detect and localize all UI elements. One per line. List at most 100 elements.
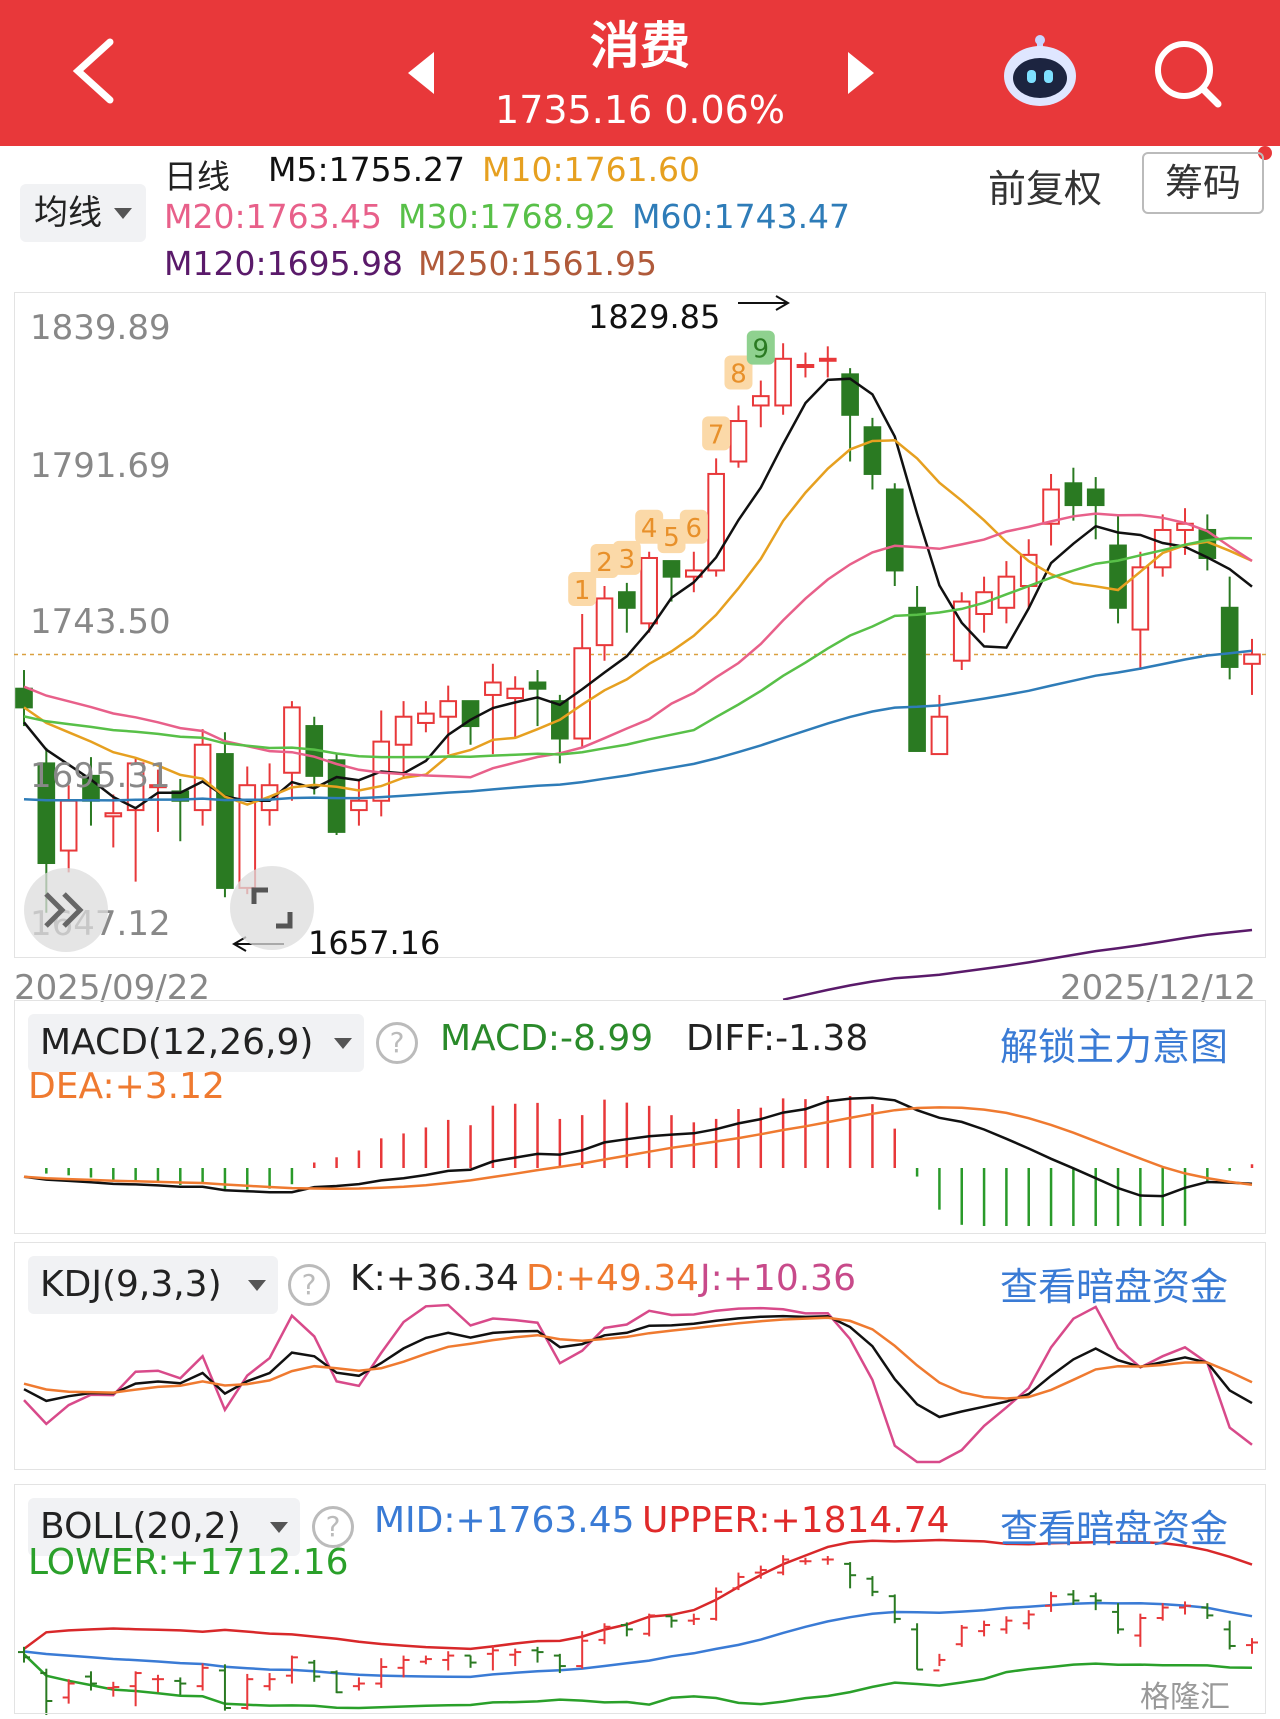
ma120-line	[782, 928, 1253, 1001]
j-line	[23, 1303, 1253, 1464]
ma30-line	[23, 536, 1253, 759]
help-icon[interactable]: ?	[288, 1264, 330, 1306]
candle-body	[126, 762, 145, 812]
candle-body	[327, 759, 346, 833]
seq-number: 2	[596, 548, 613, 578]
seq-badge	[702, 416, 731, 451]
candle-body	[662, 560, 681, 578]
candle-body	[930, 715, 949, 756]
candle-body	[1042, 488, 1060, 525]
prev-index-icon[interactable]	[404, 48, 440, 98]
candle-body	[1064, 482, 1083, 507]
candle-body	[15, 687, 33, 709]
seq-badge	[657, 519, 686, 554]
high-arrow-head	[775, 295, 790, 311]
boll-select-label: BOLL(20,2)	[40, 1506, 241, 1547]
assistant-robot-icon[interactable]	[1000, 30, 1080, 110]
boll-panel	[14, 1484, 1266, 1714]
candle-body	[506, 687, 525, 700]
indicator-select-boll[interactable]: BOLL(20,2)	[28, 1498, 300, 1556]
low-arrow-head	[232, 936, 247, 952]
indicator-select-kdj[interactable]: KDJ(9,3,3)	[28, 1256, 278, 1314]
d-line	[23, 1316, 1253, 1400]
search-icon[interactable]	[1150, 36, 1224, 110]
seq-badge	[679, 509, 708, 544]
adjust-mode-button[interactable]: 前复权	[988, 167, 1103, 211]
chevron-down-icon	[334, 1038, 352, 1049]
unlock-main-intent-link[interactable]: 解锁主力意图	[1000, 1025, 1229, 1069]
candle-body	[841, 373, 859, 416]
dea-line	[23, 1106, 1253, 1190]
ma10-line	[23, 439, 1253, 806]
candle-body	[595, 597, 614, 647]
price-axis-label: 1695.31	[30, 756, 171, 796]
ma250-value: M250:1561.95	[418, 244, 658, 283]
indicator-select-ma[interactable]: 均线	[20, 184, 146, 242]
ma20-line	[23, 512, 1253, 779]
ma10-value: M10:1761.60	[482, 150, 701, 189]
seq-badge	[635, 509, 664, 544]
candle-body	[885, 488, 904, 572]
seq-number: 3	[619, 545, 636, 575]
d-value: D:+49.34	[526, 1258, 700, 1299]
help-icon[interactable]: ?	[376, 1022, 418, 1064]
candle-body	[216, 753, 234, 889]
macd-select-label: MACD(12,26,9)	[40, 1022, 314, 1063]
ma60-line	[23, 649, 1253, 802]
candle-body	[59, 799, 78, 852]
ma-select-label: 均线	[34, 193, 102, 233]
candle-body	[461, 700, 480, 728]
kdj-select-label: KDJ(9,3,3)	[40, 1264, 222, 1305]
diff-value: DIFF:-1.38	[686, 1018, 869, 1059]
diff-line	[23, 1096, 1253, 1198]
candle-body	[908, 606, 926, 752]
dark-pool-funds-link-2[interactable]: 查看暗盘资金	[1000, 1507, 1229, 1551]
dea-value: DEA:+3.12	[28, 1066, 225, 1107]
candle-body	[417, 712, 435, 724]
kline-panel[interactable]	[14, 292, 1266, 958]
boll-lower-value: LOWER:+1712.16	[28, 1542, 349, 1583]
candle-body	[863, 426, 882, 475]
period-label: 日线	[164, 157, 230, 196]
seq-number: 4	[641, 514, 658, 544]
indicator-select-macd[interactable]: MACD(12,26,9)	[28, 1014, 364, 1072]
ma120-value: M120:1695.98	[164, 244, 404, 283]
candle-body	[104, 812, 123, 818]
candle-body	[1131, 566, 1150, 631]
low-price-label: 1657.16	[308, 924, 441, 962]
candle-body	[528, 681, 547, 690]
help-icon[interactable]: ?	[312, 1506, 354, 1548]
candle-body	[37, 762, 56, 865]
price-change-line: 1735.16 0.06%	[495, 88, 785, 132]
ma5-value: M5:1755.27	[268, 150, 466, 189]
seq-badge	[568, 572, 597, 607]
candle-body	[751, 395, 770, 407]
candle-body	[350, 799, 368, 812]
seq-badge	[746, 330, 775, 365]
fullscreen-icon	[251, 887, 293, 929]
fullscreen-button[interactable]	[230, 866, 314, 950]
seq-number: 1	[574, 576, 591, 606]
candle-body	[707, 472, 725, 572]
seq-number: 5	[663, 523, 680, 553]
chips-button[interactable]: 筹码	[1142, 152, 1264, 214]
high-price-label: 1829.85	[588, 298, 721, 336]
boll-mid-value: MID:+1763.45	[374, 1500, 635, 1541]
back-arrow-icon[interactable]	[68, 38, 120, 104]
candle-body	[1109, 544, 1127, 609]
next-index-icon[interactable]	[842, 48, 878, 98]
start-date: 2025/09/22	[14, 968, 210, 1008]
candle-body	[1243, 653, 1261, 665]
seq-badge	[590, 543, 619, 578]
candle-body	[774, 357, 792, 407]
expand-sidebar-button[interactable]	[24, 868, 108, 952]
seq-badge	[724, 355, 753, 390]
seq-number: 6	[686, 514, 703, 544]
candle-body	[796, 364, 815, 369]
top-bar: 消费 1735.16 0.06%	[0, 0, 1280, 146]
price-axis-label: 1791.69	[30, 446, 171, 486]
candle-body	[640, 556, 658, 625]
macd-value: MACD:-8.99	[440, 1018, 654, 1059]
dark-pool-funds-link[interactable]: 查看暗盘资金	[1000, 1265, 1229, 1309]
kdj-panel	[14, 1242, 1266, 1470]
